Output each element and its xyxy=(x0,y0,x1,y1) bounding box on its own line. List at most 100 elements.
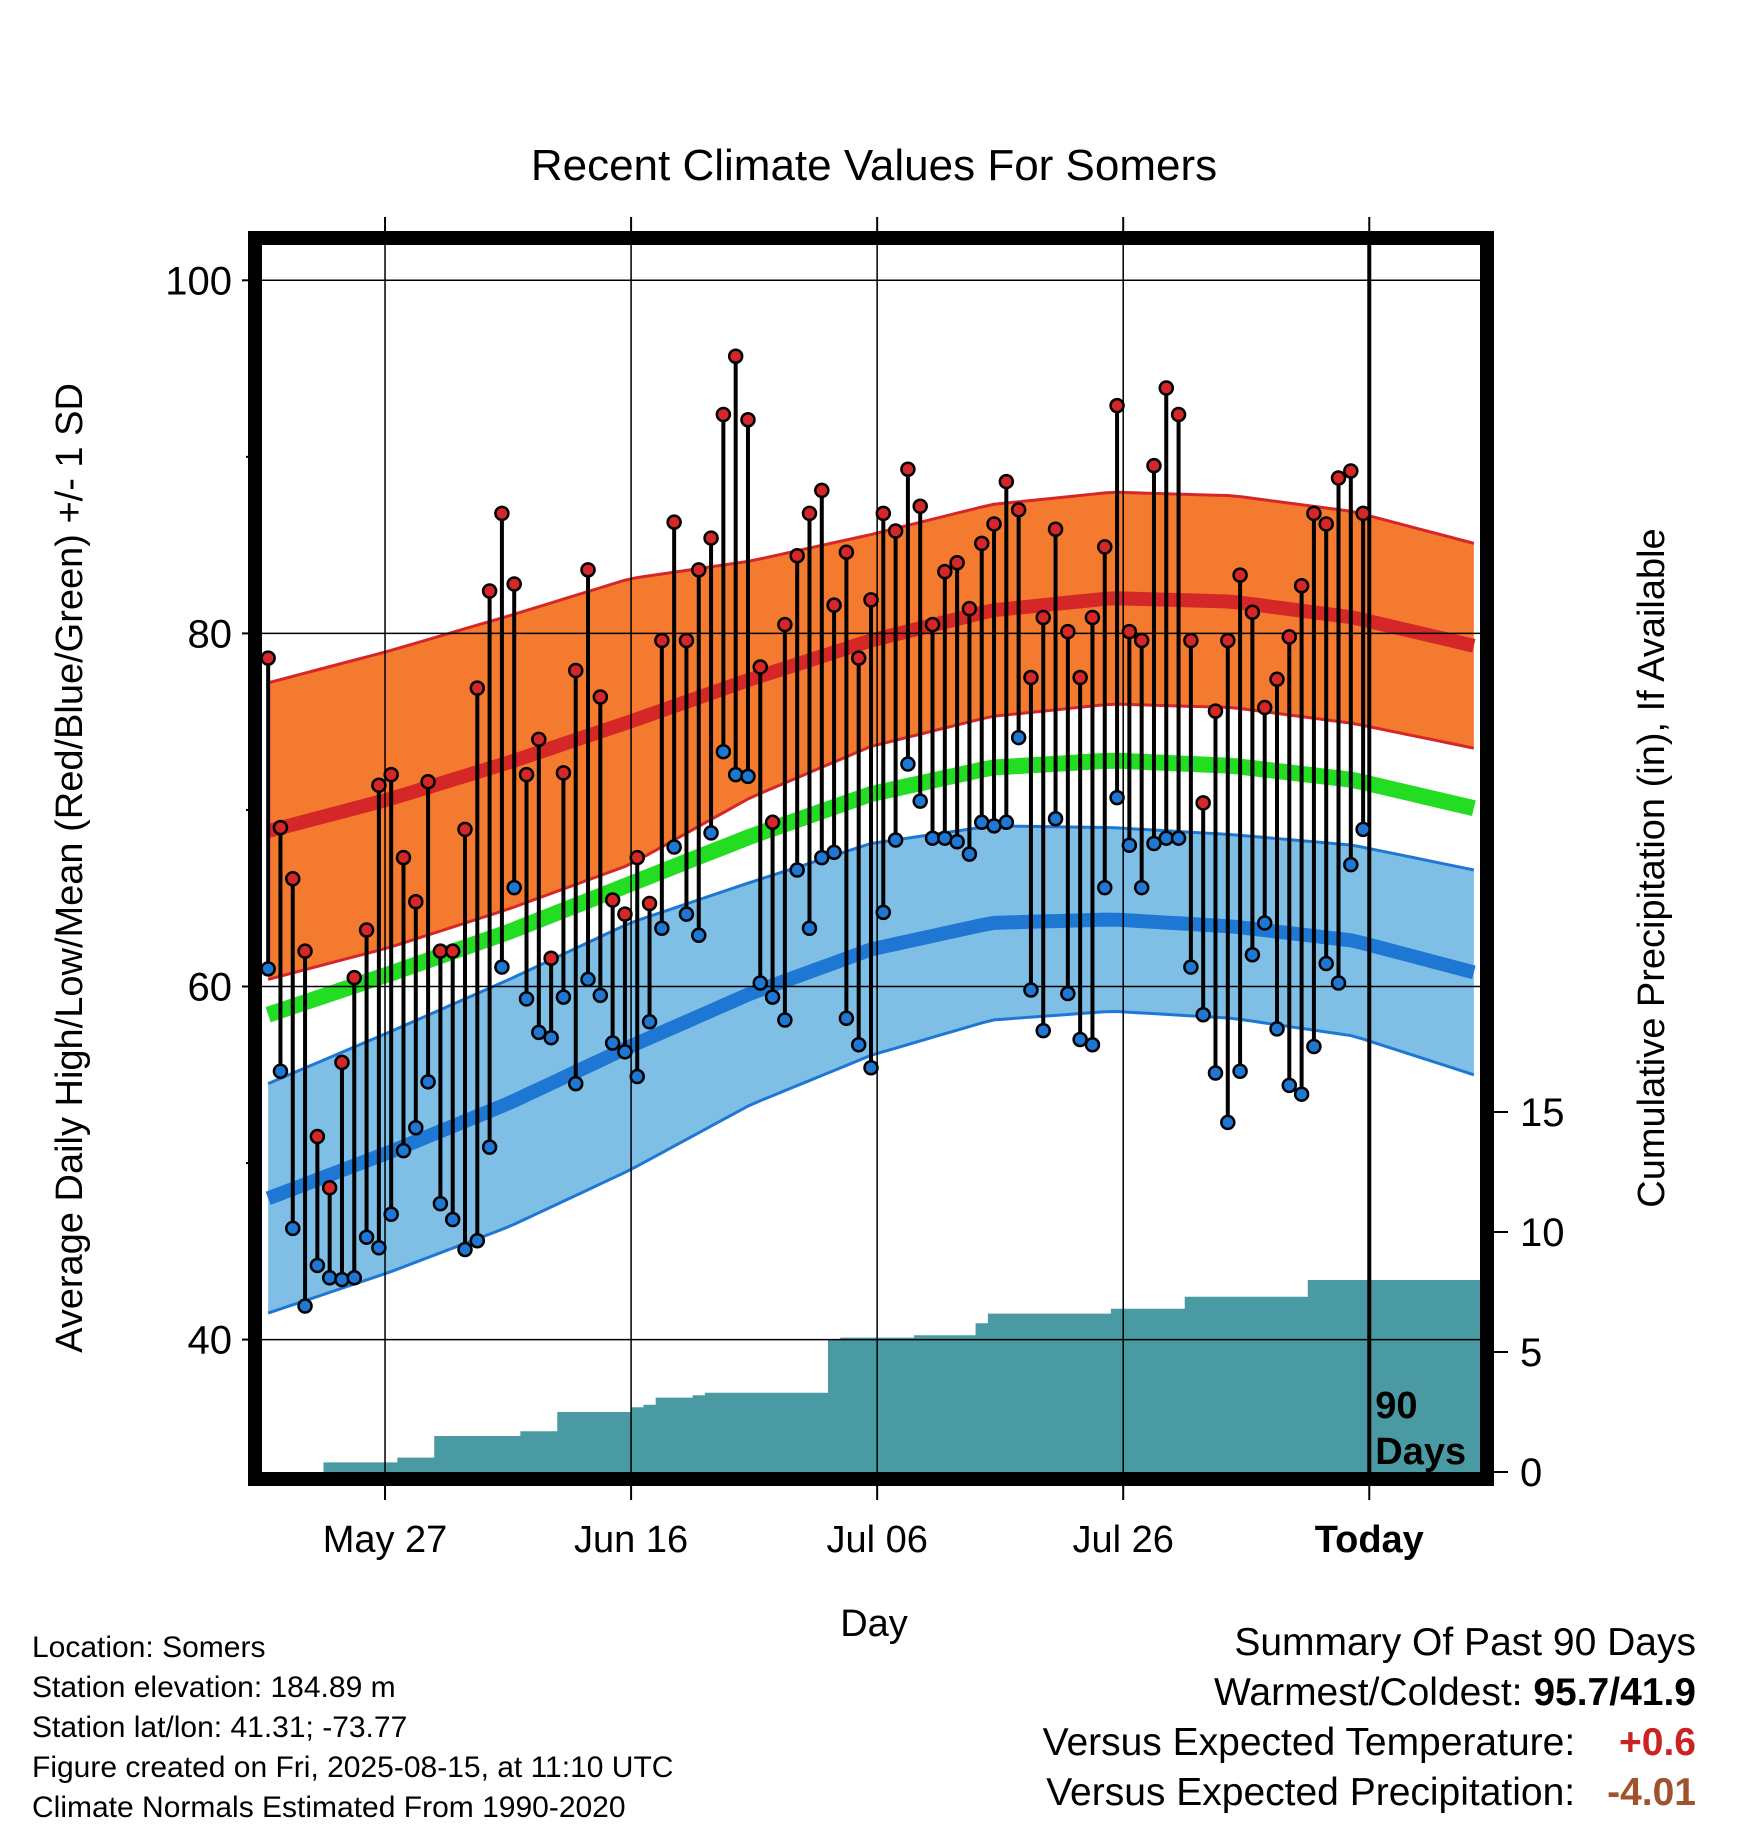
daily-high-point xyxy=(543,950,559,966)
daily-high-point xyxy=(1072,669,1088,686)
y2-tick-label: 5 xyxy=(1520,1331,1542,1375)
created-text: Figure created on Fri, 2025-08-15, at 11… xyxy=(32,1751,674,1784)
latlon-text: Station lat/lon: 41.31; -73.77 xyxy=(32,1711,408,1744)
daily-high-point xyxy=(752,659,769,675)
daily-high-point xyxy=(285,871,301,887)
daily-high-point xyxy=(863,592,879,608)
daily-high-point xyxy=(826,597,842,613)
daily-high-point xyxy=(666,514,682,530)
daily-low-point xyxy=(1072,1031,1088,1048)
daily-low-point xyxy=(1133,879,1150,896)
daily-low-point xyxy=(383,1206,399,1222)
precip-row: Versus Expected Precipitation: -4.01 xyxy=(1043,1768,1696,1818)
daily-high-point xyxy=(272,819,289,836)
daily-high-point xyxy=(1318,516,1334,532)
x-tick-label: Today xyxy=(1315,1519,1424,1561)
x-axis-label: Day xyxy=(840,1603,908,1645)
precip-area xyxy=(262,1280,1480,1472)
y-tick-label: 60 xyxy=(188,965,233,1009)
daily-high-point xyxy=(912,498,928,515)
daily-low-point xyxy=(469,1232,486,1249)
daily-high-point xyxy=(395,849,412,866)
daily-high-point xyxy=(494,505,510,522)
daily-high-point xyxy=(309,1128,326,1145)
daily-low-point xyxy=(1232,1063,1248,1079)
daily-low-point xyxy=(1293,1086,1310,1102)
daily-low-point xyxy=(900,756,916,772)
daily-high-point xyxy=(764,814,781,831)
daily-high-point xyxy=(531,731,547,748)
daily-low-point xyxy=(1170,830,1187,846)
precip-label: Versus Expected Precipitation: xyxy=(1046,1771,1576,1814)
daily-low-point xyxy=(727,766,744,783)
daily-high-point xyxy=(1047,521,1064,537)
y-tick-label: 80 xyxy=(188,612,233,656)
daily-high-point xyxy=(998,473,1015,490)
daily-high-point xyxy=(334,1054,350,1071)
daily-high-point xyxy=(358,922,375,938)
normals-text: Climate Normals Estimated From 1990-2020 xyxy=(32,1791,626,1824)
daily-high-point xyxy=(838,544,855,560)
daily-high-point xyxy=(1060,623,1076,640)
daily-high-point xyxy=(1256,699,1273,716)
daily-high-point xyxy=(1023,669,1039,686)
daily-low-point xyxy=(481,1139,498,1155)
daily-low-point xyxy=(580,971,596,988)
daily-low-point xyxy=(1109,789,1125,806)
y-tick-label: 100 xyxy=(165,259,232,303)
daily-low-point xyxy=(617,1044,633,1060)
daily-high-point xyxy=(1195,795,1211,811)
daily-high-point xyxy=(740,412,756,428)
daily-high-point xyxy=(444,943,461,959)
daily-low-point xyxy=(1183,959,1199,975)
daily-low-point xyxy=(937,830,953,846)
daily-low-point xyxy=(457,1241,473,1258)
daily-low-point xyxy=(740,768,756,785)
daily-low-point xyxy=(272,1063,289,1079)
x-tick-label: Jul 26 xyxy=(1073,1519,1174,1561)
daily-low-point xyxy=(1330,975,1347,991)
daily-low-point xyxy=(346,1270,363,1286)
daily-high-point xyxy=(604,892,621,908)
daily-high-point xyxy=(1170,406,1187,423)
daily-low-point xyxy=(703,825,719,841)
normal-low-band xyxy=(268,825,1474,1314)
daily-high-point xyxy=(383,766,399,783)
daily-low-point xyxy=(494,959,510,975)
daily-low-point xyxy=(1355,821,1371,838)
temp-value: +0.6 xyxy=(1619,1721,1696,1764)
daily-high-point xyxy=(1355,505,1371,522)
daily-low-point xyxy=(1146,835,1162,852)
daily-high-point xyxy=(346,969,363,986)
daily-low-point xyxy=(629,1068,645,1085)
plot-frame xyxy=(248,231,1494,1486)
daily-high-point xyxy=(1293,577,1310,594)
daily-low-point xyxy=(1343,856,1359,873)
daily-low-point xyxy=(641,1014,658,1030)
daily-low-point xyxy=(1121,837,1138,854)
y2-tick-label: 15 xyxy=(1520,1091,1565,1135)
daily-high-point xyxy=(1097,539,1113,555)
daily-low-point xyxy=(1281,1077,1298,1094)
daily-high-point xyxy=(555,765,572,781)
daily-low-point xyxy=(1047,811,1064,827)
daily-high-point xyxy=(654,632,670,649)
warm-cold-row: Warmest/Coldest: 95.7/41.9 xyxy=(1043,1668,1696,1718)
daily-high-point xyxy=(1109,397,1125,414)
daily-low-point xyxy=(801,920,818,936)
daily-high-point xyxy=(924,616,941,633)
daily-low-point xyxy=(752,975,769,991)
daily-low-point xyxy=(715,743,732,760)
daily-low-point xyxy=(838,1010,855,1027)
daily-high-point xyxy=(1035,609,1051,626)
daily-range-bars xyxy=(266,356,1366,1307)
daily-low-point xyxy=(875,904,892,921)
daily-high-point xyxy=(727,348,744,364)
daily-low-point xyxy=(678,906,695,922)
daily-high-point xyxy=(518,766,535,783)
daily-high-point xyxy=(801,505,818,522)
daily-low-point xyxy=(1010,729,1027,746)
location-text: Location: Somers xyxy=(32,1631,266,1664)
x-tick-label: May 27 xyxy=(323,1519,448,1561)
